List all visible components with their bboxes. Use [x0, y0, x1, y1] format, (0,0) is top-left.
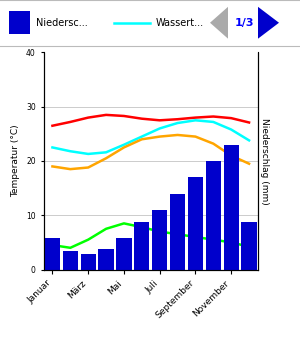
- Polygon shape: [258, 7, 279, 39]
- Bar: [188, 177, 203, 270]
- Text: 1/3: 1/3: [235, 18, 254, 28]
- Polygon shape: [210, 7, 228, 39]
- Bar: [45, 238, 60, 270]
- Bar: [9, 11, 30, 34]
- Y-axis label: Niederschlag (mm): Niederschlag (mm): [260, 118, 269, 204]
- Text: Niedersc...: Niedersc...: [36, 18, 88, 28]
- Bar: [63, 251, 78, 270]
- Bar: [98, 249, 114, 270]
- Bar: [116, 238, 131, 270]
- Text: Wassert...: Wassert...: [156, 18, 204, 28]
- Bar: [206, 161, 221, 270]
- Bar: [134, 222, 149, 270]
- Bar: [224, 145, 239, 270]
- Bar: [152, 210, 167, 270]
- Y-axis label: Temperatur (°C): Temperatur (°C): [12, 125, 21, 197]
- Bar: [242, 222, 257, 270]
- Bar: [81, 254, 96, 270]
- Bar: [170, 194, 185, 270]
